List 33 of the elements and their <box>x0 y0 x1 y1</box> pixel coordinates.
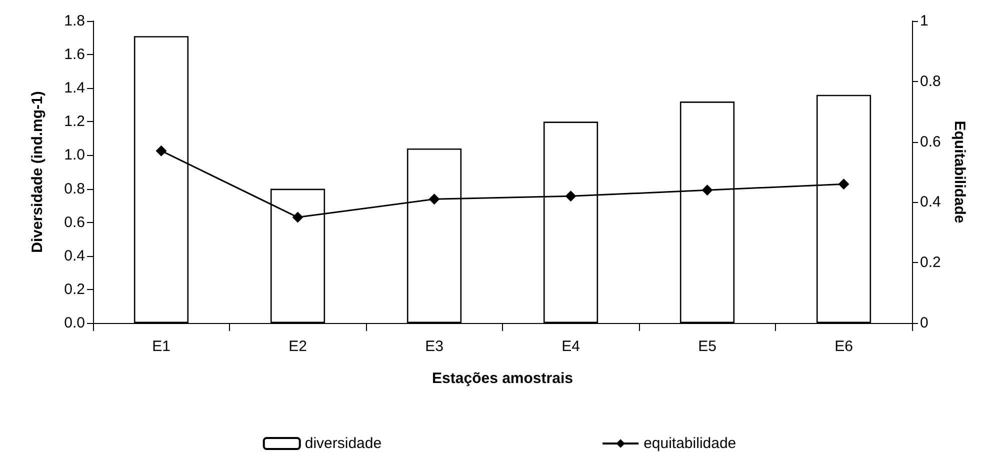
point <box>838 178 850 190</box>
y2-tick-label: 0.2 <box>920 254 941 272</box>
y-axis-title: Diversidade (ind.mg-1) <box>29 91 46 253</box>
x-axis-title: Estações amostrais <box>432 370 573 387</box>
y2-tick-label: 0.6 <box>920 133 941 150</box>
y2-tick-label: 1 <box>920 12 928 30</box>
legend-label: diversidade <box>304 435 382 452</box>
x-tick-label: E5 <box>698 338 716 355</box>
y-tick-label: 1.4 <box>64 80 85 97</box>
legend-label: equitabilidade <box>644 435 736 452</box>
y-tick-label: 0.4 <box>64 247 85 264</box>
y2-tick-label: 0.8 <box>920 72 941 90</box>
y-tick-label: 1.2 <box>64 113 85 130</box>
y-tick-label: 0.6 <box>64 214 85 231</box>
x-tick-label: E1 <box>152 338 170 355</box>
y-tick-label: 0.2 <box>64 280 85 298</box>
x-tick-label: E3 <box>425 338 444 355</box>
point <box>702 184 713 196</box>
point <box>156 145 167 156</box>
y2-tick-label: 0 <box>920 314 928 332</box>
x-tick-label: E4 <box>562 338 580 355</box>
y-tick-label: 1.0 <box>64 146 85 164</box>
point <box>428 194 440 205</box>
x-tick-label: E2 <box>288 338 307 355</box>
y-tick-label: 1.8 <box>64 12 85 30</box>
y-tick-label: 0.8 <box>64 180 85 198</box>
y-tick-label: 1.6 <box>64 46 85 64</box>
point <box>292 212 304 223</box>
y-tick-label: 0.0 <box>64 314 85 332</box>
y2-tick-label: 0.4 <box>920 194 941 211</box>
y2-axis-title: Equitabilidade <box>951 120 968 224</box>
point <box>565 190 576 202</box>
x-tick-label: E6 <box>834 338 853 355</box>
